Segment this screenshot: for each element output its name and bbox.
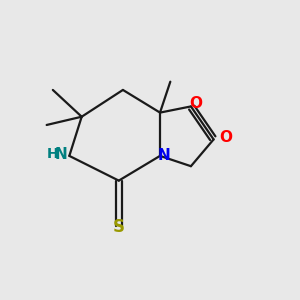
Text: S: S (113, 218, 125, 236)
Text: H: H (46, 147, 58, 161)
Text: N: N (158, 148, 171, 164)
Text: O: O (220, 130, 232, 145)
Text: O: O (190, 96, 203, 111)
Text: N: N (55, 147, 68, 162)
